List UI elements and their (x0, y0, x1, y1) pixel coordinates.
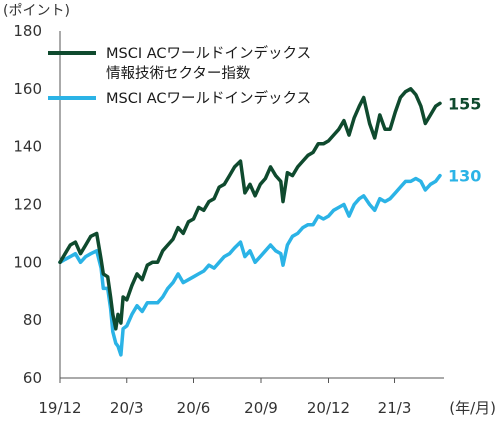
series-end-label-2: 130 (448, 167, 481, 186)
x-axis-tick-labels: 19/12 20/3 20/6 20/9 20/12 21/3 (38, 378, 411, 417)
legend-label-2: MSCI ACワールドインデックス (106, 89, 311, 107)
x-tick-label: 19/12 (38, 399, 81, 417)
x-axis-unit-label: (年/月) (449, 399, 496, 417)
x-tick-label: 20/12 (307, 399, 350, 417)
series-end-label-1: 155 (448, 94, 481, 113)
series-line-1 (58, 87, 442, 331)
y-axis-unit-label: (ポイント) (3, 3, 70, 19)
x-tick-label: 21/3 (378, 399, 412, 417)
legend-label-1: MSCI ACワールドインデックス (106, 44, 311, 62)
y-tick-label: 60 (23, 369, 42, 387)
x-tick-label: 20/3 (110, 399, 144, 417)
legend-label-1: 情報技術セクター指数 (106, 65, 251, 82)
y-tick-label: 160 (13, 80, 42, 98)
y-tick-label: 180 (13, 22, 42, 40)
x-tick-label: 20/6 (177, 399, 211, 417)
y-axis-tick-labels: 60 80 100 120 140 160 180 (13, 22, 42, 387)
series-line-2 (58, 173, 442, 357)
series-end-labels: 130 155 (448, 94, 481, 185)
axes (59, 31, 444, 379)
y-tick-label: 120 (13, 196, 42, 214)
x-tick-label: 20/9 (244, 399, 278, 417)
series-lines (58, 87, 442, 357)
y-tick-label: 100 (13, 253, 42, 271)
y-tick-label: 140 (13, 138, 42, 156)
y-tick-label: 80 (23, 311, 42, 329)
